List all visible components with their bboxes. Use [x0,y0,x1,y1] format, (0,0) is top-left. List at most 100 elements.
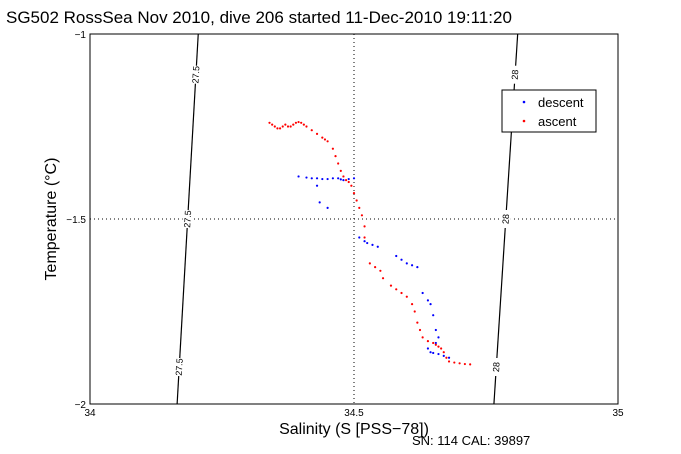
ascent-point [400,291,403,295]
ascent-point [297,120,300,124]
ascent-point [442,351,445,354]
footer-calibration: SN: 114 CAL: 39897 [412,433,530,448]
contour-label: 28 [500,214,511,225]
data-series [268,120,472,366]
ascent-point [294,121,298,124]
descent-point [426,347,430,350]
descent-point [337,177,340,180]
ascent-point [326,140,329,143]
descent-point [437,336,440,339]
ascent-point [337,162,340,165]
descent-point [442,354,445,357]
descent-point [416,266,419,269]
descent-point [426,299,430,302]
ascent-point [302,123,305,126]
descent-point [432,314,435,317]
ascent-point [395,288,398,291]
descent-point [405,262,408,265]
ascent-point [334,155,337,158]
ascent-point [321,136,324,139]
descent-point [358,236,361,239]
ascent-point [284,123,287,126]
ascent-point [453,361,456,364]
descent-point [434,341,437,345]
y-axis-label: Temperature (°C) [43,158,60,281]
ascent-point [355,199,358,202]
ascent-point [434,343,437,346]
contour-label-bg [174,358,185,376]
legend-marker-ascent [522,119,526,123]
ascent-point [432,341,435,345]
descent-point [326,177,329,181]
descent-point [395,254,398,258]
descent-point [371,243,374,246]
ascent-point [305,125,308,128]
descent-point [339,178,342,181]
contour-label: 28 [510,69,521,80]
descent-point [315,184,319,187]
ascent-point [278,127,282,130]
descent-point [347,177,350,181]
descent-point [429,351,432,354]
ascent-point [368,262,371,265]
x-tick-label: 34.5 [344,408,364,419]
ascent-point [289,125,292,128]
x-axis-label: Salinity (S [PSS−78]) [279,421,429,438]
ascent-point [463,362,466,366]
contour-label-bg [500,210,511,228]
x-tick-label: 34 [84,408,96,419]
ascent-point [310,129,313,132]
y-tick-label: −2 [75,400,87,411]
ascent-point [339,169,342,172]
descent-point [297,175,300,178]
ascent-point [323,138,327,141]
ascent-point [350,184,353,187]
descent-point [326,206,329,209]
descent-point [321,177,324,181]
descent-point [331,177,334,180]
descent-point [376,245,379,248]
contour-label: 27.5 [174,358,185,376]
ascent-point [405,295,408,298]
ascent-point [413,310,416,313]
ascent-point [286,125,290,128]
contour-label-bg [182,210,193,228]
contour-label-bg [491,358,502,376]
ascent-point [381,277,385,280]
ascent-point [410,303,414,306]
ascent-point [358,206,361,209]
descent-point [366,241,369,245]
ascent-point [273,125,276,128]
descent-point [437,352,440,356]
ascent-point [418,328,422,332]
ascent-point [426,340,430,343]
legend-box [501,89,597,133]
y-tick-label: −1 [75,30,87,41]
ascent-point [331,147,334,150]
ascent-point [458,362,461,365]
descent-point [342,179,345,182]
descent-point [305,176,308,179]
legend-marker-descent [522,100,526,104]
legend-label-descent: descent [538,95,584,110]
descent-point [434,328,437,332]
ascent-point [363,236,366,239]
contour-label: 27.5 [182,210,193,228]
descent-point [315,177,319,180]
descent-point [447,356,451,359]
ascent-point [271,123,274,126]
ascent-point [292,123,295,126]
ascent-point [437,345,440,348]
ascent-point [281,125,284,128]
x-tick-label: 35 [612,408,624,419]
descent-point [363,240,366,243]
ascent-point [440,347,443,350]
contour-label: 27.5 [190,66,201,84]
ascent-point [416,321,419,324]
ascent-point [379,269,382,272]
series-ascent [268,120,472,366]
ascent-point [469,363,472,366]
ascent-point [374,266,377,269]
ascent-point [352,192,356,195]
legend: descent ascent [501,89,597,133]
